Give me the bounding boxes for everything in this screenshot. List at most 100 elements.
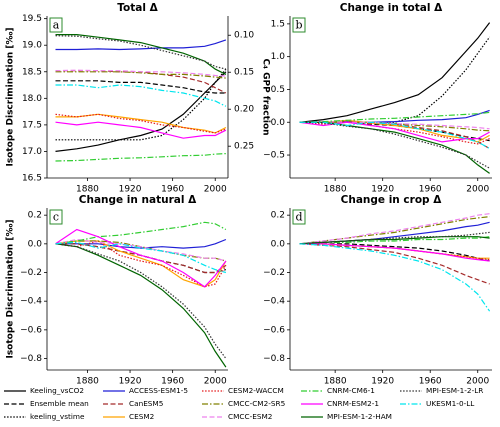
x-tick-label: 1920 [371, 377, 394, 387]
legend-label: CESM2-WACCM [228, 386, 284, 395]
panel-letter: b [295, 19, 302, 32]
series-line [55, 69, 226, 77]
x-tick-label: 1880 [324, 377, 347, 387]
x-tick-label: 1880 [324, 185, 347, 195]
y-tick-label: 0.0 [28, 239, 43, 249]
series-line [55, 221, 227, 245]
y-tick-label: 1.5 [271, 19, 285, 29]
series-line [55, 238, 227, 249]
legend-label: Keeling_vsCO2 [30, 386, 84, 395]
series-line [299, 243, 490, 285]
series-line [299, 120, 490, 130]
legend-label: CNRM-ESM2-1 [327, 399, 379, 408]
series-line [299, 243, 490, 262]
series-line [299, 121, 490, 132]
series-line [299, 22, 491, 123]
series-line [299, 121, 490, 150]
series-line [55, 34, 227, 75]
legend-label: keeling_vstime [30, 412, 85, 421]
x-tick-label: 1880 [76, 377, 99, 387]
y-tick-label: −0.6 [263, 325, 285, 335]
legend-label: CMCC-ESM2 [228, 412, 272, 421]
y-axis-label: Isotope Discrimination [‰] [6, 219, 16, 358]
series-line [55, 84, 227, 107]
series-line [299, 36, 491, 123]
series-line [55, 113, 227, 134]
y-axis-label: Isotope Discrimination [‰] [6, 27, 16, 166]
legend-label: CMCC-CM2-SR5 [228, 399, 285, 408]
panel-letter-box [49, 17, 63, 33]
y-tick-label: 0.0 [271, 239, 286, 249]
series-line [55, 35, 227, 70]
series-line [55, 80, 226, 94]
y-tick-label: 17.5 [22, 120, 42, 130]
x-tick-label: 1920 [119, 185, 142, 195]
x-tick-label: 1960 [419, 185, 442, 195]
panel-letter: a [53, 19, 60, 32]
y-tick-label: 16.5 [22, 174, 42, 184]
series-line [55, 71, 226, 79]
series-line [299, 213, 490, 245]
panel-title: Change in natural Δ [79, 194, 197, 206]
series-line [299, 236, 490, 245]
panel-letter-box [49, 209, 63, 225]
series-line [55, 39, 227, 51]
legend-label: CNRM-CM6-1 [327, 386, 375, 395]
series-line [55, 228, 227, 288]
series-line [55, 153, 226, 162]
series-line [55, 121, 227, 139]
y-tick-label: 19.0 [22, 41, 42, 51]
legend-label: CanESM5 [129, 399, 163, 408]
series-line [55, 243, 227, 368]
series-line [55, 68, 227, 141]
series-line [299, 111, 490, 123]
series-line [299, 109, 490, 123]
legend-label: ACCESS-ESM1-5 [129, 386, 188, 395]
series-line [299, 121, 490, 150]
y-tick-label: 18.5 [22, 67, 42, 77]
y2-tick-label: 0.25 [234, 142, 254, 152]
panel-title: Change in total Δ [340, 2, 443, 14]
series-line [299, 216, 490, 245]
series-line [299, 121, 490, 174]
y-tick-label: −0.5 [263, 151, 285, 161]
panel-title: Total Δ [117, 2, 158, 14]
x-tick-label: 2000 [204, 377, 227, 387]
series-line [299, 243, 491, 312]
panel-letter: d [295, 211, 302, 224]
x-tick-label: 1960 [161, 377, 184, 387]
y-tick-label: −0.4 [20, 297, 42, 307]
y2-tick-label: 0.15 [234, 68, 254, 78]
y-tick-label: 18.0 [22, 94, 42, 104]
panel-letter-box [292, 17, 306, 33]
series-line [299, 236, 490, 245]
y-tick-label: −0.2 [20, 268, 42, 278]
y2-tick-label: 0.10 [234, 31, 254, 41]
series-line [299, 121, 490, 169]
series-line [299, 120, 490, 145]
x-tick-label: 1920 [119, 377, 142, 387]
y-tick-label: 0.5 [271, 85, 285, 95]
legend-label: MPI-ESM-1-2-HAM [327, 412, 392, 421]
y-tick-label: −0.8 [20, 354, 42, 364]
x-tick-label: 1880 [76, 185, 99, 195]
series-line [55, 241, 227, 274]
y-tick-label: 0.2 [271, 211, 285, 221]
x-tick-label: 2000 [204, 185, 227, 195]
y-tick-label: 19.5 [22, 14, 42, 24]
series-line [299, 243, 490, 262]
legend-label: Ensemble mean [30, 399, 89, 408]
x-tick-label: 1960 [419, 377, 442, 387]
series-line [55, 238, 227, 262]
panel-letter: c [53, 211, 59, 224]
panel-title: Change in crop Δ [341, 194, 443, 206]
legend-label: MPI-ESM-1-2-LR [426, 386, 483, 395]
legend-label: CESM2 [129, 412, 154, 421]
y-tick-label: −0.8 [263, 354, 285, 364]
x-tick-label: 2000 [466, 377, 489, 387]
y-tick-label: 1.0 [271, 52, 286, 62]
series-line [55, 71, 227, 152]
panel-letter-box [292, 209, 306, 225]
y-tick-label: −0.6 [20, 325, 42, 335]
